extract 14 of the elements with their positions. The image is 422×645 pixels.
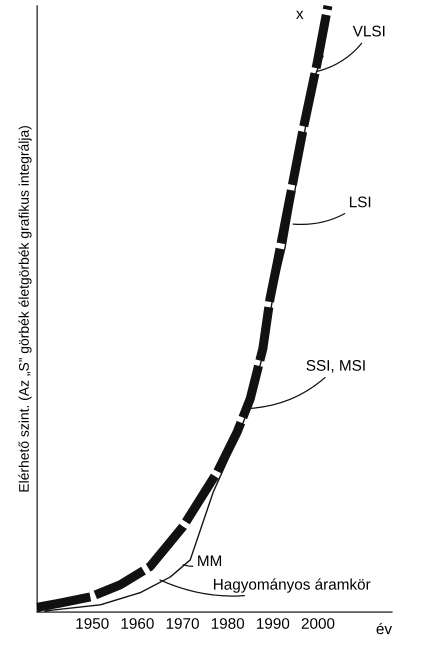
annotation: Hagyományos áramkör bbox=[214, 578, 370, 593]
annotation: x bbox=[296, 10, 304, 19]
annotation: LSI bbox=[350, 196, 370, 208]
x-tick-label: 1950 bbox=[76, 618, 109, 629]
x-tick-label: 2000 bbox=[302, 618, 334, 629]
x-tick-label: 1960 bbox=[122, 618, 154, 629]
x-tick-label: 1990 bbox=[257, 618, 290, 629]
x-tick-label: 1980 bbox=[212, 618, 244, 629]
annotation: SSI, MSI bbox=[306, 360, 365, 373]
x-tick-label: 1970 bbox=[166, 618, 199, 629]
x-axis-title: év bbox=[376, 622, 392, 634]
y-axis-title: Elérhető szint. (Az „S” görbék életgörbék grafikus integrálja) bbox=[18, 126, 32, 492]
annotation: VLSI bbox=[352, 26, 384, 36]
annotation: MM bbox=[198, 555, 222, 566]
